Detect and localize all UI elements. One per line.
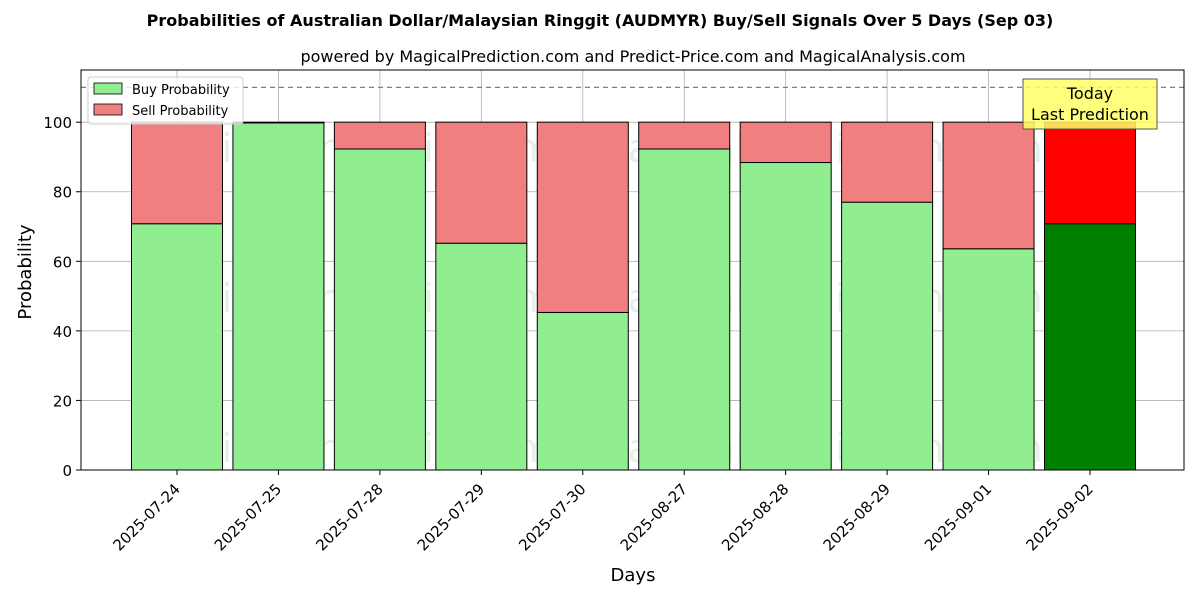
legend-label-sell: Sell Probability [132, 104, 229, 119]
bar-buy [131, 223, 223, 471]
plot-frame [80, 69, 1185, 471]
x-tick-label: 2025-07-24 [109, 480, 183, 554]
last-prediction-label: Last Prediction [1031, 105, 1149, 124]
bar-sell [435, 121, 528, 244]
today-label: Today [1066, 84, 1113, 103]
bar-buy [739, 162, 832, 471]
bar-sell [739, 121, 832, 164]
x-tick-label: 2025-08-29 [820, 480, 894, 554]
x-tick-label: 2025-08-28 [718, 480, 792, 554]
bar-buy [638, 148, 731, 471]
bar-sell [536, 121, 629, 313]
y-tick-label: 100 [43, 114, 72, 132]
bar-sell [333, 121, 426, 150]
x-axis: 2025-07-24 2025-07-25 2025-07-28 2025-07-29… [109, 470, 1097, 554]
legend-box [87, 76, 244, 125]
x-tick-label: 2025-09-01 [921, 480, 995, 554]
bar-buy [942, 248, 1035, 471]
bar-buy [232, 122, 325, 471]
legend-swatch-buy [93, 82, 123, 95]
today-annotation-box [1022, 78, 1158, 130]
legend-label-buy: Buy Probability [132, 83, 230, 98]
x-tick-label: 2025-07-30 [515, 480, 589, 554]
legend: Buy Probability Sell Probability [87, 76, 244, 125]
y-tick-label: 60 [53, 253, 72, 271]
x-axis-label: Days [611, 565, 656, 586]
y-axis: 0 20 40 60 80 100 [43, 114, 81, 480]
bar-buy [1044, 223, 1136, 471]
x-tick-label: 2025-07-25 [211, 480, 285, 554]
y-tick-label: 40 [53, 323, 72, 341]
bar-buy [435, 242, 528, 471]
bar-sell [841, 121, 934, 203]
y-tick-label: 80 [53, 184, 72, 202]
y-axis-label: Probability [15, 224, 36, 319]
y-tick-label: 0 [62, 462, 72, 480]
bar-sell [232, 121, 325, 124]
bar-sell [1044, 121, 1136, 225]
x-tick-label: 2025-07-28 [312, 480, 386, 554]
x-tick-label: 2025-08-27 [617, 480, 691, 554]
bar-buy [536, 311, 629, 471]
chart-subtitle: powered by MagicalPrediction.com and Pre… [300, 47, 965, 66]
chart-title: Probabilities of Australian Dollar/Malay… [147, 11, 1054, 30]
bar-sell [942, 121, 1035, 250]
today-annotation: Today Last Prediction [1022, 78, 1158, 130]
x-tick-label: 2025-09-02 [1022, 480, 1096, 554]
legend-swatch-sell [93, 103, 123, 116]
bar-sell [638, 121, 731, 150]
x-tick-label: 2025-07-29 [414, 480, 488, 554]
bar-buy [841, 201, 934, 471]
bar-buy [333, 148, 426, 471]
y-tick-label: 20 [53, 392, 72, 410]
bar-sell [131, 121, 223, 225]
bars [131, 121, 1136, 471]
